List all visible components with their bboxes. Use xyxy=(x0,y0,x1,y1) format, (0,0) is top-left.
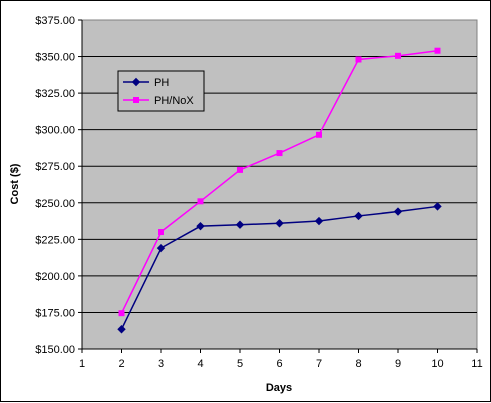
x-tick-label: 4 xyxy=(197,358,203,370)
data-point xyxy=(354,211,363,221)
data-point xyxy=(316,131,322,138)
legend-marker xyxy=(133,97,139,103)
x-tick-label: 1 xyxy=(79,358,85,370)
y-tick-label: $275.00 xyxy=(35,161,75,173)
y-tick-label: $150.00 xyxy=(35,344,75,356)
data-point xyxy=(118,310,125,317)
y-tick-label: $350.00 xyxy=(35,52,75,64)
y-tick-label: $175.00 xyxy=(35,307,75,319)
data-point xyxy=(197,198,204,205)
legend: PH PH/NoX xyxy=(117,70,205,112)
y-tick-label: $375.00 xyxy=(35,15,75,27)
legend-marker xyxy=(131,77,141,87)
y-tick-label: $250.00 xyxy=(35,198,75,210)
x-tick-label: 10 xyxy=(431,358,443,370)
y-tick-label: $325.00 xyxy=(35,88,75,100)
x-tick-label: 7 xyxy=(316,358,322,370)
y-axis-title: Cost ($) xyxy=(9,163,21,204)
data-point xyxy=(276,150,283,157)
data-point xyxy=(156,243,166,253)
x-tick-label: 9 xyxy=(395,358,401,370)
data-point xyxy=(196,221,205,231)
series-ph xyxy=(117,202,442,334)
data-point xyxy=(393,207,403,216)
legend-item: PH xyxy=(123,77,169,89)
data-point xyxy=(434,47,441,54)
series-ph-nox xyxy=(118,47,441,317)
series xyxy=(117,47,442,334)
data-point xyxy=(158,229,164,236)
data-point xyxy=(235,220,245,229)
legend-box xyxy=(117,70,205,112)
y-tick-label: $200.00 xyxy=(35,271,75,283)
x-tick-label: 8 xyxy=(355,358,361,370)
axes: $150.00 $175.00 $200.00 $225.00 $250.00 $275.… xyxy=(35,15,482,370)
y-tick-label: $225.00 xyxy=(35,234,75,246)
x-tick-label: 3 xyxy=(158,358,164,370)
data-point xyxy=(395,52,401,59)
legend-label: PH xyxy=(154,77,169,89)
y-tick-label: $300.00 xyxy=(35,125,75,137)
x-axis-title: Days xyxy=(266,382,292,394)
x-tick-label: 2 xyxy=(118,358,124,370)
data-point xyxy=(237,166,243,173)
x-tick-label: 6 xyxy=(276,358,282,370)
x-tick-label: 5 xyxy=(237,358,243,370)
plot-area xyxy=(81,19,478,350)
legend-label: PH/NoX xyxy=(154,95,194,107)
data-point xyxy=(314,216,324,226)
data-point xyxy=(117,325,126,334)
data-point xyxy=(355,56,362,63)
data-point xyxy=(275,219,284,228)
x-tick-label: 11 xyxy=(471,358,482,370)
legend-item: PH/NoX xyxy=(123,95,194,107)
data-point xyxy=(433,202,442,211)
